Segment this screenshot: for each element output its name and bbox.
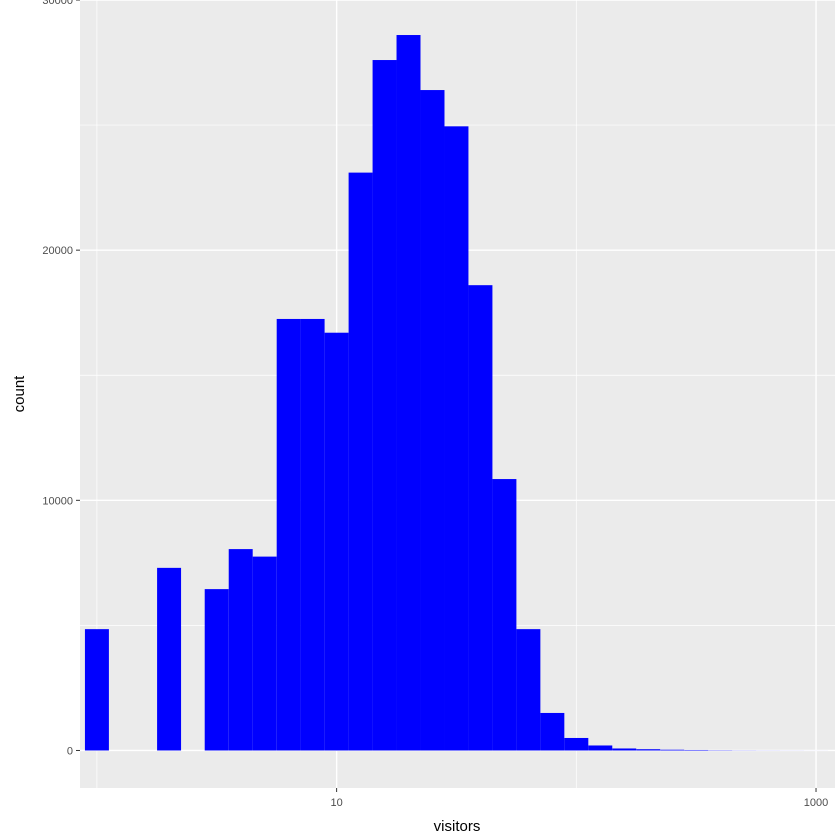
histogram-bar xyxy=(372,60,397,751)
y-tick-label: 10000 xyxy=(42,495,73,507)
x-axis-title: visitors xyxy=(434,818,481,835)
histogram-bar xyxy=(300,318,325,751)
x-axis: 10 1000 xyxy=(330,788,828,809)
histogram-bar xyxy=(516,629,541,751)
y-tick-label: 20000 xyxy=(42,245,73,257)
y-tick-label: 0 xyxy=(67,745,73,757)
histogram-bar xyxy=(228,549,253,751)
histogram-bar xyxy=(252,556,277,751)
histogram-bar xyxy=(157,567,182,751)
histogram-bar xyxy=(444,126,469,751)
histogram-bar xyxy=(276,318,301,751)
histogram-bar xyxy=(588,745,613,751)
histogram-bar xyxy=(324,332,349,751)
histogram-bar xyxy=(468,285,493,751)
histogram-bar xyxy=(636,749,661,751)
histogram-bar xyxy=(348,172,373,751)
y-tick-label: 30000 xyxy=(42,0,73,7)
histogram-bar xyxy=(612,748,637,751)
histogram-bar xyxy=(84,629,109,751)
histogram-bar xyxy=(492,479,517,751)
histogram-bars xyxy=(84,35,829,751)
histogram-bar xyxy=(396,35,421,751)
histogram-bar xyxy=(564,737,589,751)
y-axis: 0 10000 20000 30000 xyxy=(42,0,80,757)
y-axis-title: count xyxy=(11,375,28,413)
x-tick-label: 1000 xyxy=(804,797,828,809)
histogram-bar xyxy=(684,749,709,751)
histogram-bar xyxy=(420,90,445,751)
histogram-bar xyxy=(204,589,229,751)
x-tick-label: 10 xyxy=(330,797,342,809)
histogram-bar xyxy=(660,749,685,751)
histogram-bar xyxy=(540,712,565,751)
